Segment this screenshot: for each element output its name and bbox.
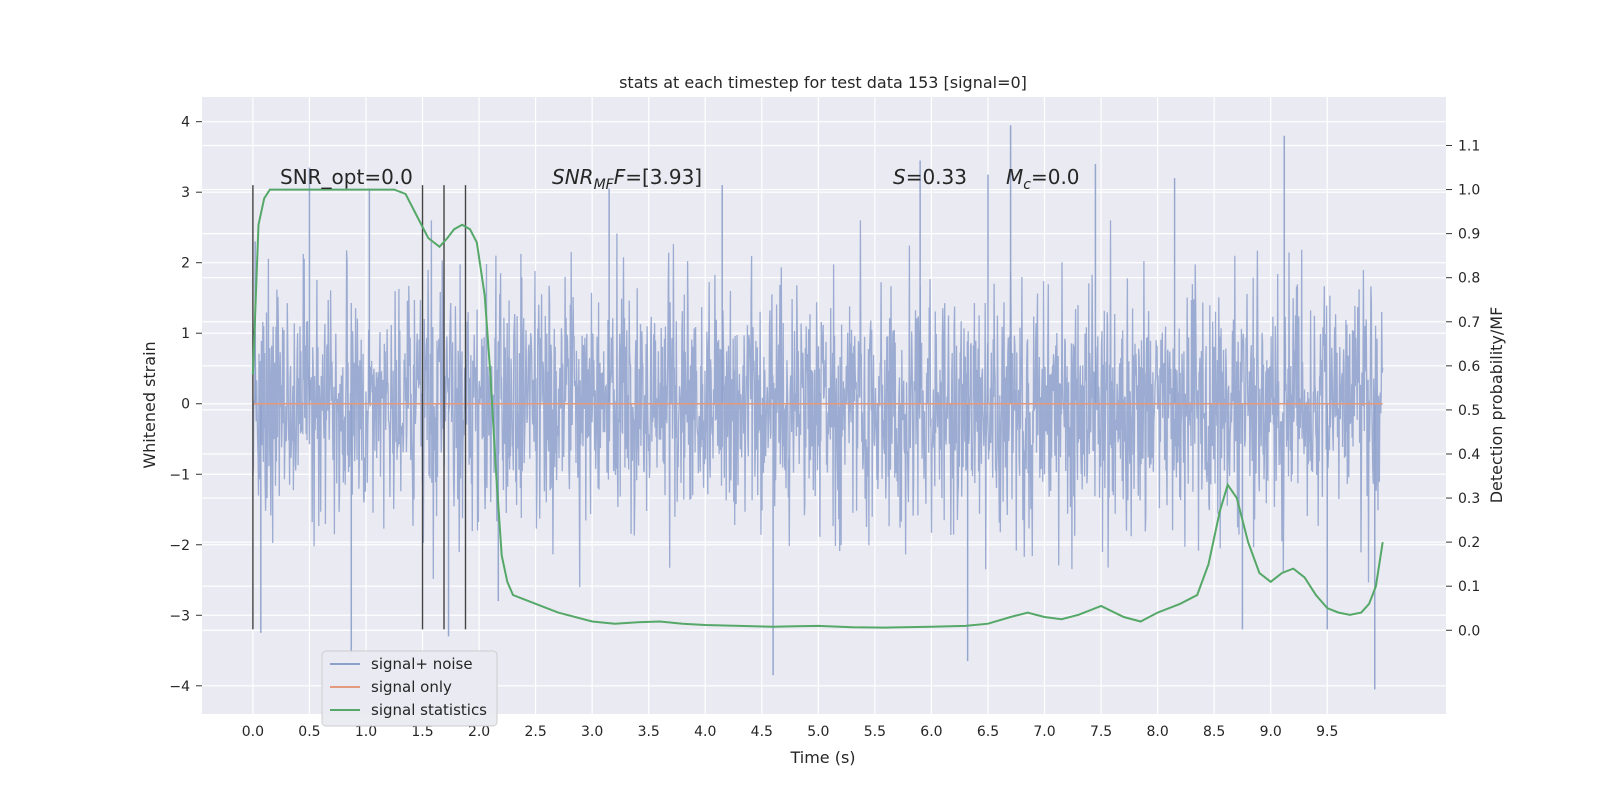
x-tick-label: 1.0	[355, 724, 377, 740]
y-tick-label: −4	[169, 679, 190, 695]
annotation-s: S=0.33	[893, 165, 967, 189]
x-tick-label: 2.0	[468, 724, 490, 740]
y2-tick-label: 0.2	[1458, 535, 1480, 551]
x-tick-label: 7.5	[1090, 724, 1112, 740]
y2-tick-label: 0.5	[1458, 403, 1480, 419]
y2-axis-ticks: 1.1 1.0 0.9 0.8 0.7 0.6 0.5 0.4 0.3 0.2 0.1 0.0	[1446, 138, 1480, 639]
vertical-markers	[252, 185, 467, 630]
legend-label-signal-statistics: signal statistics	[371, 701, 487, 719]
chart-title: stats at each timestep for test data 153…	[619, 73, 1027, 92]
y2-axis-label: Detection probability/MF	[1487, 307, 1506, 504]
legend-label-signal-noise: signal+ noise	[371, 655, 473, 673]
y-tick-label: 3	[181, 185, 190, 201]
x-tick-label: 7.0	[1033, 724, 1055, 740]
x-axis-ticks: 0.0 0.5 1.0 1.5 2.0 2.5 3.0 3.5 4.0 4.5 5.0 5.5 6.0 6…	[242, 724, 1339, 740]
legend-box	[321, 650, 498, 727]
legend-label-signal-only: signal only	[371, 678, 452, 696]
x-tick-label: 3.5	[638, 724, 660, 740]
y2-tick-label: 0.4	[1458, 447, 1480, 463]
x-tick-label: 2.5	[524, 724, 546, 740]
y-tick-label: 4	[181, 115, 190, 131]
annotation-snr-opt: SNR_opt=0.0	[280, 165, 413, 189]
x-tick-label: 8.5	[1203, 724, 1225, 740]
x-tick-label: 9.5	[1316, 724, 1338, 740]
annotation-snr-mf: SNRMFF=[3.93]	[552, 165, 702, 193]
y-axis-label: Whitened strain	[140, 341, 159, 468]
annotation-mc: Mc=0.0	[1006, 165, 1080, 193]
y2-tick-label: 0.9	[1458, 227, 1480, 243]
y-tick-label: 2	[181, 256, 190, 272]
y-axis-ticks: 4 3 2 1 0 −1 −2 −3 −4	[169, 115, 202, 695]
y2-tick-label: 0.3	[1458, 491, 1480, 507]
y2-tick-label: 0.0	[1458, 623, 1480, 639]
x-tick-label: 0.0	[242, 724, 264, 740]
y-tick-label: −2	[169, 538, 190, 554]
x-tick-label: 0.5	[298, 724, 320, 740]
x-tick-label: 3.0	[581, 724, 603, 740]
y-tick-label: −1	[169, 467, 190, 483]
x-tick-label: 6.0	[920, 724, 942, 740]
signal-noise-series	[252, 125, 1384, 690]
x-tick-label: 5.5	[864, 724, 886, 740]
x-tick-label: 4.0	[694, 724, 716, 740]
signal-statistics-line	[251, 188, 1384, 629]
x-tick-label: 8.0	[1146, 724, 1168, 740]
x-tick-label: 9.0	[1260, 724, 1282, 740]
legend: signal+ noise signal only signal statist…	[321, 650, 498, 727]
x-tick-label: 6.5	[977, 724, 999, 740]
y2-tick-label: 0.7	[1458, 315, 1480, 331]
y-tick-label: −3	[169, 608, 190, 624]
y2-tick-label: 0.8	[1458, 271, 1480, 287]
y-tick-label: 1	[181, 326, 190, 342]
x-axis-label: Time (s)	[789, 748, 855, 767]
y2-tick-label: 1.0	[1458, 183, 1480, 199]
x-tick-label: 4.5	[751, 724, 773, 740]
x-tick-label: 5.0	[807, 724, 829, 740]
x-tick-label: 1.5	[411, 724, 433, 740]
y2-tick-label: 0.1	[1458, 579, 1480, 595]
y2-tick-label: 1.1	[1458, 138, 1480, 154]
signal-noise-line	[252, 220, 1384, 588]
signal-statistics-series	[251, 188, 1384, 629]
y2-tick-label: 0.6	[1458, 359, 1480, 375]
y-tick-label: 0	[181, 397, 190, 413]
